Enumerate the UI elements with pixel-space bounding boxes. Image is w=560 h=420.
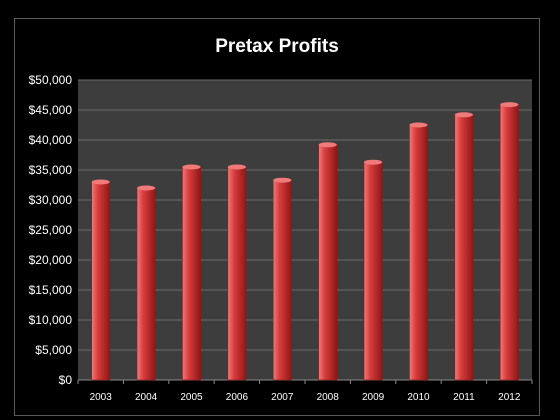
bar-2011: [454, 114, 474, 381]
bar-cap-2009: [364, 159, 383, 165]
y-tick-label: $35,000: [29, 163, 73, 177]
bar-2004: [136, 187, 156, 381]
bar-2003: [91, 181, 111, 381]
bars: [91, 102, 519, 381]
bar-cap-2007: [273, 177, 292, 183]
x-tick-label: 2003: [90, 392, 113, 403]
bar-2006: [227, 166, 247, 381]
y-tick-label: $20,000: [29, 253, 73, 267]
bar-cap-2006: [227, 164, 246, 170]
x-tick-label: 2007: [271, 392, 294, 403]
y-tick-label: $0: [59, 373, 73, 387]
x-axis-ticks: 2003 2004 2005 2006 2007 2008 2009 2010 2011 2012: [77, 380, 533, 403]
bar-2007: [272, 179, 292, 381]
bar-2009: [363, 161, 383, 381]
bar-cap-2005: [182, 164, 201, 170]
y-tick-label: $40,000: [29, 133, 73, 147]
bar-cap-2008: [318, 142, 337, 148]
bar-cap-2010: [409, 122, 428, 128]
x-tick-label: 2004: [135, 392, 158, 403]
x-tick-label: 2005: [180, 392, 203, 403]
y-tick-label: $30,000: [29, 193, 73, 207]
y-tick-label: $50,000: [29, 73, 73, 87]
y-tick-label: $10,000: [29, 313, 73, 327]
bar-2010: [409, 124, 428, 381]
bar-cap-2004: [137, 185, 156, 191]
x-tick-label: 2008: [317, 392, 340, 403]
x-tick-label: 2011: [453, 392, 475, 403]
x-tick-label: 2010: [407, 392, 430, 403]
bar-cap-2011: [454, 112, 473, 118]
x-tick-label: 2012: [498, 392, 521, 403]
bar-cap-2003: [91, 179, 110, 185]
x-tick-label: 2009: [362, 392, 385, 403]
bar-cap-2012: [500, 102, 519, 108]
y-tick-label: $25,000: [29, 223, 73, 237]
bar-2008: [318, 144, 338, 381]
y-axis-ticks: $0 $5,000 $10,000 $15,000 $20,000 $25,000 $30,…: [29, 73, 73, 387]
bar-2005: [182, 166, 201, 381]
chart-title: Pretax Profits: [215, 36, 339, 57]
x-tick-label: 2006: [226, 392, 249, 403]
y-tick-label: $5,000: [35, 343, 72, 357]
bar-2012: [499, 104, 519, 381]
y-tick-label: $45,000: [29, 103, 73, 117]
y-tick-label: $15,000: [29, 283, 73, 297]
